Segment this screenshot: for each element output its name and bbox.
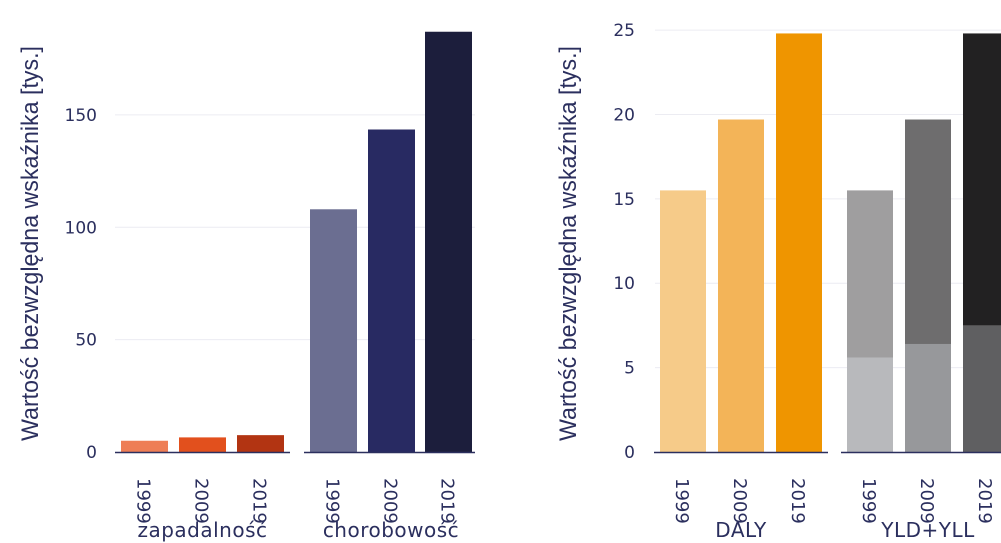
bar <box>847 357 893 452</box>
bar <box>121 440 168 452</box>
bar <box>905 119 951 344</box>
x-tick-label: 2019 <box>437 478 458 524</box>
bar <box>847 190 893 358</box>
y-tick-label: 150 <box>65 106 97 126</box>
y-tick-label: 15 <box>613 190 635 210</box>
bar <box>776 33 822 453</box>
group-label: chorobowość <box>323 518 459 542</box>
chart-right: 0 5 10 15 20 25 Wartość bezwzględna wskaźnika … <box>555 21 1001 542</box>
bar <box>425 31 472 453</box>
x-tick-label: 2009 <box>380 478 401 524</box>
group-label: DALY <box>715 518 767 542</box>
bar <box>310 209 357 452</box>
group-label: zapadalność <box>137 518 267 542</box>
x-tick-label: 2019 <box>787 478 808 524</box>
y-tick-label: 25 <box>613 21 635 41</box>
bar <box>718 119 764 453</box>
x-tick-label: 2009 <box>191 478 212 524</box>
x-tick-label: 1999 <box>671 478 692 524</box>
group-label: YLD+YLL <box>880 518 975 542</box>
bar <box>963 325 1001 452</box>
bar <box>963 33 1001 326</box>
y-tick-label: 10 <box>613 274 635 294</box>
y-tick-label: 50 <box>75 331 97 351</box>
bar <box>179 437 226 452</box>
y-tick-label: 100 <box>65 218 97 238</box>
x-tick-label: 2019 <box>974 478 995 524</box>
bar <box>905 343 951 452</box>
y-tick-label: 0 <box>624 443 635 463</box>
x-tick-label: 2019 <box>249 478 270 524</box>
x-tick-label: 1999 <box>322 478 343 524</box>
x-tick-label: 2009 <box>916 478 937 524</box>
y-axis-title: Wartość bezwzględna wskaźnika [tys.] <box>17 46 44 441</box>
chart-left: 0 50 100 150 Wartość bezwzględna wskaźnika [… <box>17 31 475 542</box>
x-tick-label: 1999 <box>858 478 879 524</box>
bar <box>368 129 415 452</box>
y-tick-label: 20 <box>613 105 635 125</box>
bar <box>237 435 284 452</box>
x-tick-label: 2009 <box>729 478 750 524</box>
y-tick-label: 0 <box>86 443 97 463</box>
x-tick-label: 1999 <box>133 478 154 524</box>
bar <box>660 190 706 452</box>
y-axis-title: Wartość bezwzględna wskaźnika [tys.] <box>555 46 582 441</box>
y-tick-label: 5 <box>624 359 635 379</box>
